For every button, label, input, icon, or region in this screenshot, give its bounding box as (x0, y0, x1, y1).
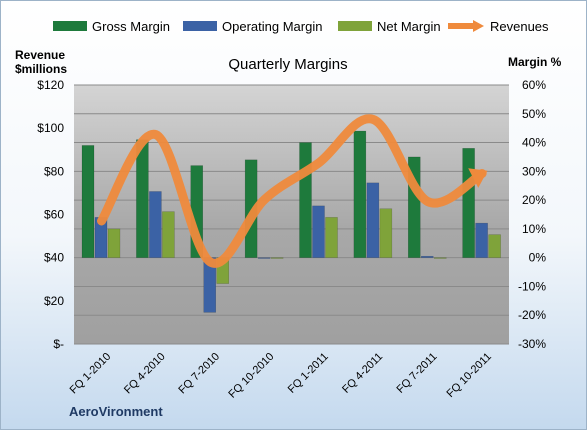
left-axis-title-line2: $millions (15, 62, 67, 76)
right-tick-label: -20% (518, 308, 546, 322)
right-tick-label: 50% (522, 107, 546, 121)
x-tick-label: FQ 1-2010 (68, 351, 114, 397)
legend: Gross Margin Operating Margin Net Margin… (53, 19, 549, 34)
bar-operating-margin-4 (312, 205, 325, 258)
bar-gross-margin-1 (136, 139, 149, 258)
left-tick-label: $60 (44, 208, 64, 222)
left-tick-label: $80 (44, 164, 64, 178)
bar-gross-margin-7 (462, 148, 475, 258)
legend-swatch-revenues (448, 20, 484, 32)
right-tick-label: 0% (529, 251, 547, 265)
bar-net-margin-3 (270, 257, 284, 259)
left-tick-label: $40 (44, 251, 64, 265)
x-tick-label: FQ 7-2011 (394, 351, 439, 396)
legend-label-gross-margin: Gross Margin (92, 19, 170, 34)
x-tick-label: FQ 1-2011 (286, 351, 331, 396)
legend-swatch-gross-margin (53, 21, 87, 31)
right-tick-label: 30% (522, 164, 546, 178)
right-tick-label: 60% (522, 78, 546, 92)
x-tick-label: FQ 4-2010 (122, 351, 168, 397)
x-tick-label: FQ 10-2010 (226, 351, 276, 401)
left-tick-label: $- (53, 337, 64, 351)
bar-operating-margin-6 (421, 255, 434, 258)
bar-net-margin-6 (434, 257, 447, 259)
bar-operating-margin-1 (149, 191, 162, 258)
x-tick-label: FQ 4-2011 (340, 351, 385, 396)
bar-operating-margin-3 (257, 257, 271, 259)
bar-gross-margin-0 (81, 145, 95, 258)
right-tick-label: -10% (518, 279, 546, 293)
right-tick-label: 10% (522, 222, 546, 236)
legend-swatch-net-margin (338, 21, 372, 31)
revenue-line (97, 114, 487, 268)
left-tick-label: $100 (37, 121, 64, 135)
x-tick-label: FQ 10-2011 (445, 351, 494, 400)
revenue-line-layer (97, 114, 488, 268)
right-axis-title: Margin % (508, 55, 562, 69)
legend-swatch-operating-margin (183, 21, 217, 31)
right-axis-ticks: 60% 50% 40% 30% 20% 10% 0% -10% -20% -30% (518, 78, 546, 351)
right-tick-label: -30% (518, 337, 546, 351)
bar-gross-margin-5 (353, 130, 367, 258)
x-axis-labels: FQ 1-2010 FQ 4-2010 FQ 7-2010 FQ 10-2010 FQ … (68, 351, 494, 401)
bar-net-margin-0 (107, 228, 121, 258)
left-axis-title-line1: Revenue (15, 48, 65, 62)
right-tick-label: 40% (522, 136, 546, 150)
bar-gross-margin-4 (299, 142, 312, 258)
legend-label-revenues: Revenues (490, 19, 549, 34)
left-tick-label: $120 (37, 78, 64, 92)
chart-title: Quarterly Margins (228, 56, 347, 73)
bar-net-margin-5 (379, 208, 393, 258)
left-axis-ticks: $120 $100 $80 $60 $40 $20 $- (37, 78, 64, 351)
bar-net-margin-1 (162, 211, 175, 258)
x-tick-label: FQ 7-2010 (176, 351, 222, 397)
legend-label-operating-margin: Operating Margin (222, 19, 322, 34)
bar-operating-margin-5 (366, 182, 380, 258)
footer-brand: AeroVironment (69, 404, 163, 419)
bar-operating-margin-7 (475, 222, 488, 258)
revenue-line-arrowhead (468, 168, 488, 188)
right-tick-label: 20% (522, 193, 546, 207)
bar-net-margin-4 (325, 217, 338, 258)
left-tick-label: $20 (44, 294, 64, 308)
bar-net-margin-7 (488, 234, 501, 258)
legend-label-net-margin: Net Margin (377, 19, 441, 34)
